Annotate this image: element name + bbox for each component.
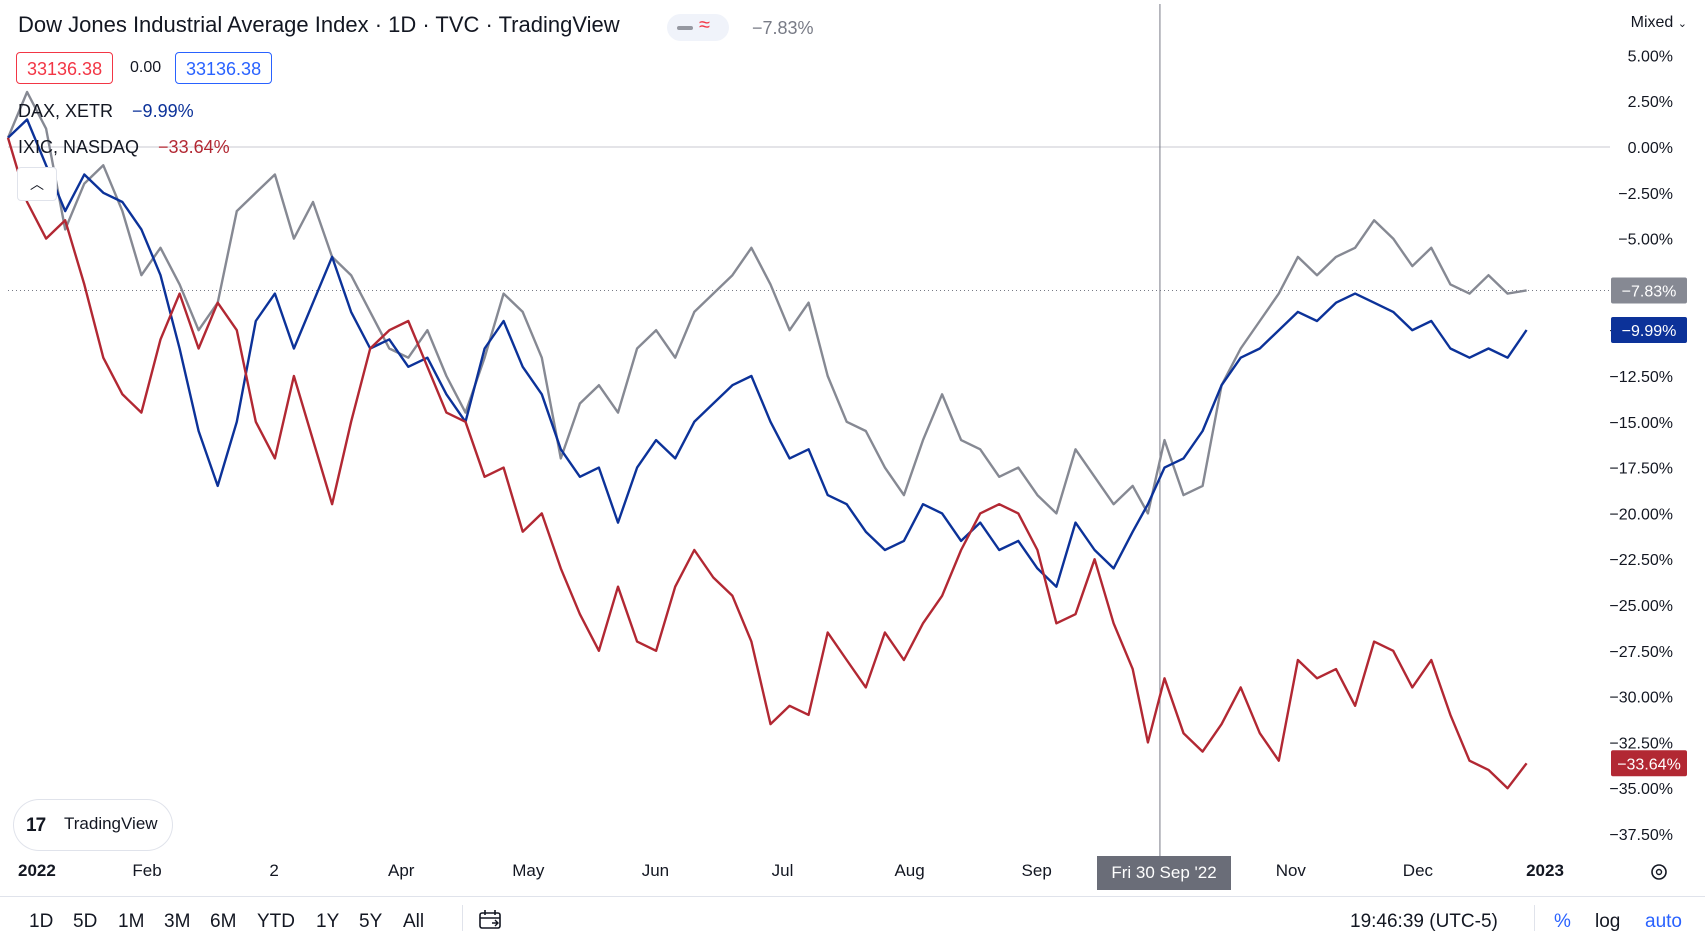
settings-gear-icon[interactable] <box>1651 864 1667 880</box>
percent-scale-toggle[interactable]: % <box>1554 911 1571 932</box>
price-buy-box[interactable]: 33136.38 <box>175 52 273 84</box>
y-tick-label: −30.00% <box>1609 690 1673 707</box>
x-tick-label: Aug <box>894 861 924 880</box>
log-scale-toggle[interactable]: log <box>1595 911 1621 932</box>
chevron-down-icon: ⌄ <box>1677 18 1687 30</box>
last-value-badge: −7.83% <box>1611 277 1687 304</box>
toolbar-divider <box>462 905 463 931</box>
last-value-text: −7.83% <box>1622 283 1677 300</box>
range-1m-button[interactable]: 1M <box>118 911 145 932</box>
plot-area <box>8 4 1610 856</box>
series-line-2 <box>6 137 1528 790</box>
last-value-labels: −7.83% −9.99% −33.64% <box>1611 277 1687 777</box>
last-value-text: −33.64% <box>1617 756 1681 773</box>
chart-title: Dow Jones Industrial Average Index · 1D … <box>18 12 620 37</box>
x-tick-label: Feb <box>132 861 161 880</box>
y-tick-label: −32.50% <box>1609 735 1673 752</box>
spread-value: 0.00 <box>130 59 162 76</box>
x-tick-label: Jun <box>642 861 669 880</box>
last-value-badge: −33.64% <box>1611 750 1687 777</box>
last-value-badge: −9.99% <box>1611 317 1687 344</box>
y-tick-label: −25.00% <box>1609 598 1673 615</box>
x-tick-label: Jul <box>772 861 794 880</box>
y-tick-label: −37.50% <box>1609 827 1673 844</box>
crosshair-date-label: Fri 30 Sep '22 <box>1097 856 1231 890</box>
x-tick-label: May <box>512 861 545 880</box>
range-ytd-button[interactable]: YTD <box>257 911 295 932</box>
x-tick-label: Nov <box>1276 861 1307 880</box>
title-change: −7.83% <box>752 18 814 38</box>
range-6m-button[interactable]: 6M <box>210 911 237 932</box>
y-tick-label: 2.50% <box>1628 94 1673 111</box>
range-5d-button[interactable]: 5D <box>73 911 98 932</box>
y-tick-label: −35.00% <box>1609 781 1673 798</box>
y-tick-label: −12.50% <box>1609 369 1673 386</box>
legend-name: IXIC, NASDAQ <box>18 137 140 157</box>
range-3m-button[interactable]: 3M <box>164 911 191 932</box>
scale-mode-label: Mixed <box>1630 14 1674 31</box>
collapse-legend-button[interactable]: ︿ <box>17 167 57 201</box>
clock-timezone[interactable]: 19:46:39 (UTC-5) <box>1350 911 1498 932</box>
x-tick-label: 2023 <box>1526 861 1564 880</box>
tradingview-logo-icon: 17 <box>26 815 46 836</box>
bottom-toolbar: 1D 5D 1M 3M 6M YTD 1Y 5Y All 19:46:39 (U… <box>0 896 1705 939</box>
y-tick-label: −20.00% <box>1609 506 1673 523</box>
price-axis: 5.00%2.50%0.00%−2.50%−5.00%−7.50%−10.00%… <box>1609 48 1673 844</box>
x-tick-label: 2 <box>269 861 278 880</box>
x-tick-label: Apr <box>388 861 415 880</box>
y-tick-label: −27.50% <box>1609 644 1673 661</box>
scale-mode-selector[interactable]: Mixed ⌄ <box>1631 14 1687 32</box>
legend-value: −33.64% <box>158 137 230 157</box>
legend-name: DAX, XETR <box>18 101 114 121</box>
compare-toggle[interactable]: ≈ <box>667 14 729 41</box>
y-tick-label: −22.50% <box>1609 552 1673 569</box>
tradingview-logo[interactable]: 17 TradingView <box>14 800 172 850</box>
price-sell-box[interactable]: 33136.38 <box>16 52 114 84</box>
line-style-icon <box>677 26 693 30</box>
legend-row-ixic[interactable]: IXIC, NASDAQ −33.64% <box>18 137 230 158</box>
y-tick-label: −2.50% <box>1618 186 1673 203</box>
x-tick-label: 2022 <box>18 861 56 880</box>
y-tick-label: −15.00% <box>1609 415 1673 432</box>
range-1d-button[interactable]: 1D <box>29 911 54 932</box>
time-axis: 2022 Feb 2 Apr May Jun Jul Aug Sep Nov Dec 2023 <box>18 861 1667 880</box>
series-lines <box>6 90 1528 790</box>
series-line-0 <box>6 90 1527 515</box>
legend-row-dax[interactable]: DAX, XETR −9.99% <box>18 101 194 122</box>
range-1y-button[interactable]: 1Y <box>316 911 340 932</box>
range-5y-button[interactable]: 5Y <box>359 911 383 932</box>
tradingview-logo-text: TradingView <box>64 814 158 833</box>
y-tick-label: −17.50% <box>1609 461 1673 478</box>
date-range-icon[interactable] <box>478 908 504 930</box>
toolbar-divider <box>1534 905 1535 931</box>
x-tick-label: Dec <box>1403 861 1434 880</box>
range-all-button[interactable]: All <box>403 911 425 932</box>
series-line-1 <box>7 118 1528 588</box>
y-tick-label: 0.00% <box>1628 140 1673 157</box>
legend-value: −9.99% <box>132 101 194 121</box>
x-tick-label: Sep <box>1022 861 1052 880</box>
wave-icon: ≈ <box>699 14 710 36</box>
auto-scale-toggle[interactable]: auto <box>1645 911 1682 932</box>
last-value-text: −9.99% <box>1622 323 1677 340</box>
y-tick-label: 5.00% <box>1628 48 1673 65</box>
y-tick-label: −5.00% <box>1618 232 1673 249</box>
chevron-up-icon: ︿ <box>30 176 44 192</box>
